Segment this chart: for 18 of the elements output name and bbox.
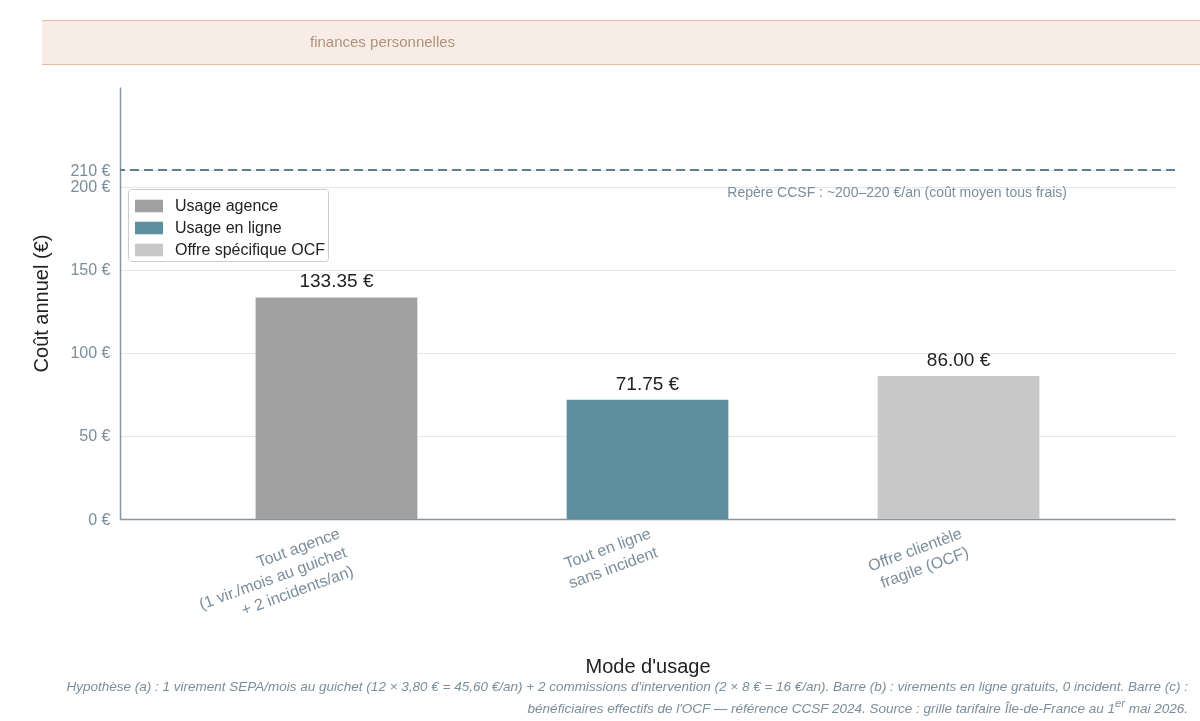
y-tick-label: 0 € [88,510,111,528]
data-label: 71.75 € [615,372,680,394]
y-axis-title: Coût annuel (€) [30,234,53,373]
legend-label: Offre spécifique OCF [175,241,326,258]
y-tick-label: 200 € [70,178,111,196]
legend-label: Usage en ligne [175,219,282,236]
y-tick-label: 150 € [70,261,111,279]
chart-subtitle: finances personnelles [310,33,456,50]
y-tick-label: 210 € [70,161,111,179]
x-axis-title: Mode d'usage [585,655,711,678]
data-label: 86.00 € [926,349,991,371]
data-label: 133.35 € [299,270,374,292]
y-tick-label: 100 € [70,344,111,362]
y-tick-label: 50 € [79,427,111,445]
text: Hypothèse (a) : 1 virement SEPA/mois au guichet (12 × 3,80 € = 45,60 €/an) + 2 commissions d'intervention (2 × 8 € = 16 €/an). Barre (b) : virements en ligne gratuits, 0 incident. Barre (c) : bénéficiaires effectifs de l'OCF — référence CCSF 2024. Source : grille tarifaire Île-de-France au 1$^{er}$ mai 2026. [65,679,1188,717]
x-tick-label: Offre clientèle fragile (OCF) [865,524,971,591]
ref-line-label: Repère CCSF : ~200–220 €/an (coût moyen tous frais) [727,184,1067,201]
legend-label: Usage agence [175,197,279,214]
